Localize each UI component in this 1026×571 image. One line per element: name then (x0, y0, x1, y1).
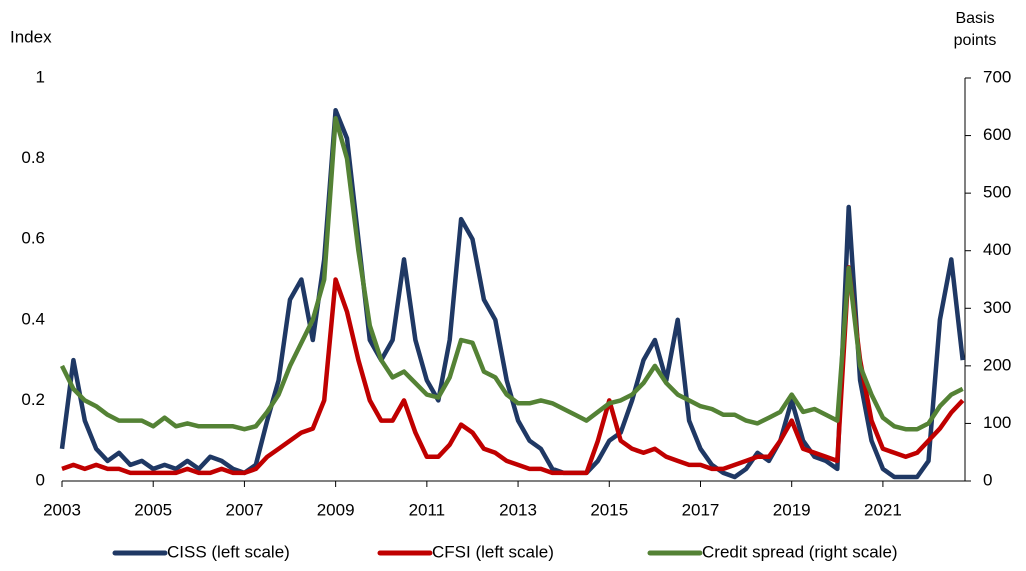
legend-label: CISS (left scale) (167, 542, 290, 561)
y2-axis-label: Basis points (953, 10, 997, 49)
x-tick-label: 2017 (682, 500, 720, 519)
y2-tick-label: 600 (983, 125, 1011, 144)
y2-tick-label: 100 (983, 413, 1011, 432)
y-tick-label: 0.4 (21, 309, 45, 328)
series-line (59, 107, 965, 480)
x-tick-label: 2005 (134, 500, 172, 519)
x-tick-label: 2011 (409, 500, 446, 519)
y2-tick-label: 700 (983, 67, 1011, 86)
y-axis-label: Index (10, 27, 52, 46)
y2-tick-label: 0 (983, 470, 992, 489)
x-tick-label: 2013 (499, 500, 537, 519)
y2-tick-label: 200 (983, 355, 1011, 374)
series-line (61, 265, 965, 476)
y-tick-label: 0 (36, 470, 45, 489)
y2-tick-label: 500 (983, 183, 1011, 202)
y-tick-label: 1 (36, 67, 45, 86)
x-tick-label: 2009 (317, 500, 355, 519)
legend-label: Credit spread (right scale) (702, 542, 898, 561)
y2-tick-label: 300 (983, 298, 1011, 317)
y2-tick-label: 400 (983, 240, 1011, 259)
series-line (59, 116, 964, 432)
x-tick-label: 2015 (590, 500, 628, 519)
x-tick-label: 2003 (43, 500, 81, 519)
legend-label: CFSI (left scale) (432, 542, 554, 561)
x-tick-label: 2019 (773, 500, 811, 519)
y-tick-label: 0.6 (21, 229, 45, 248)
y-tick-label: 0.8 (21, 148, 45, 167)
x-tick-label: 2021 (864, 500, 902, 519)
y-tick-label: 0.2 (21, 390, 45, 409)
x-tick-label: 2007 (226, 500, 264, 519)
